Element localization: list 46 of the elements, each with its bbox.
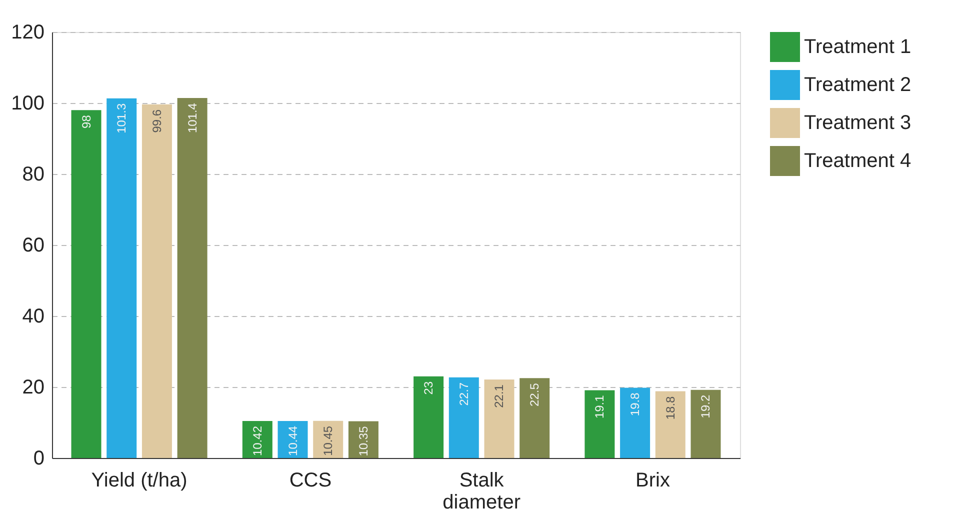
bar	[484, 380, 514, 458]
legend-label: Treatment 3	[804, 112, 912, 134]
bar	[177, 98, 208, 458]
y-tick-label: 60	[22, 234, 44, 256]
data-label: 19.8	[628, 392, 642, 416]
data-label: 10.35	[356, 426, 370, 456]
data-label: 22.7	[456, 382, 471, 406]
data-label: 101.4	[185, 102, 200, 134]
x-tick-label: Brix	[635, 470, 670, 492]
bar	[106, 98, 137, 458]
bar	[584, 390, 615, 458]
bar	[655, 391, 686, 458]
data-label: 22.1	[492, 384, 506, 408]
x-tick-label: Stalk diameter	[442, 470, 521, 511]
data-label: 19.2	[698, 394, 713, 418]
data-label: 23	[422, 381, 436, 395]
bar	[414, 376, 444, 458]
data-label: 22.5	[528, 382, 542, 406]
bar	[690, 390, 721, 458]
y-tick-label: 120	[11, 22, 44, 44]
data-label: 99.6	[150, 109, 164, 133]
data-label: 10.44	[286, 426, 300, 456]
data-label: 19.1	[592, 394, 607, 419]
y-tick-label: 20	[22, 376, 44, 398]
legend-label: Treatment 4	[804, 150, 912, 172]
data-label: 10.42	[250, 426, 264, 456]
legend-label: Treatment 2	[804, 74, 912, 96]
x-tick-label: CCS	[289, 470, 332, 492]
legend-label: Treatment 1	[804, 36, 912, 58]
bar	[520, 378, 550, 458]
bar	[448, 377, 479, 458]
bar	[313, 420, 344, 458]
x-tick-label: Yield (t/ha)	[91, 470, 188, 492]
bar	[71, 110, 102, 458]
y-tick-label: 100	[11, 92, 44, 114]
data-label: 101.3	[114, 103, 129, 134]
data-label: 10.45	[321, 426, 336, 456]
data-label: 98	[79, 114, 94, 128]
y-tick-label: 40	[22, 306, 44, 328]
y-tick-label: 0	[33, 448, 44, 470]
data-label: 18.8	[663, 396, 678, 420]
bar	[242, 421, 272, 458]
y-tick-label: 80	[22, 164, 44, 186]
bar	[620, 388, 650, 458]
bar	[278, 420, 308, 458]
bar	[142, 104, 172, 458]
